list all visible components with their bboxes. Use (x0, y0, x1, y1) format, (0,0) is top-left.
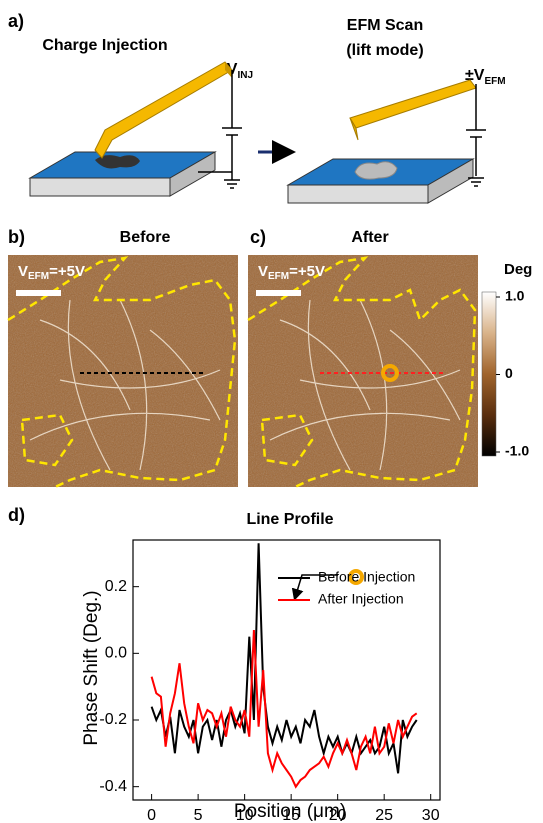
panel-label: a) (8, 11, 24, 31)
x-tick-label: 25 (375, 807, 393, 823)
y-tick-label: 0.2 (105, 578, 127, 595)
annotation-marker (348, 569, 364, 585)
voltage: V (258, 263, 268, 280)
x-tick-label: 5 (194, 807, 203, 823)
colorbar (481, 291, 497, 457)
colorbar-title: Deg (504, 261, 532, 278)
voltage-value: =+5V (289, 263, 325, 280)
voltage-sub: INJ (237, 70, 253, 81)
voltage-sub: EFM (268, 271, 289, 282)
voltage-sub: EFM (28, 271, 49, 282)
x-tick-label: 0 (147, 807, 156, 823)
voltage-value: =+5V (49, 263, 85, 280)
panel-label: c) (250, 227, 266, 247)
y-tick-label: -0.4 (99, 778, 127, 795)
x-tick-label: 10 (236, 807, 254, 823)
left-sample (28, 61, 242, 197)
right-sample (286, 79, 486, 204)
y-tick-label: 0.0 (105, 645, 127, 662)
x-tick-label: 15 (282, 807, 300, 823)
x-axis-label: Position (μm) (234, 801, 346, 822)
legend-label: Before Injection (318, 569, 415, 585)
legend-label: After Injection (318, 591, 404, 607)
panel-title: Before (120, 229, 171, 246)
y-axis-label: Phase Shift (Deg.) (81, 590, 102, 745)
panel-title: (lift mode) (346, 42, 423, 59)
data-line (150, 629, 418, 789)
panel-label: d) (8, 505, 25, 525)
plot-frame (132, 539, 441, 801)
afm-image-before (7, 255, 238, 489)
chart-title: Line Profile (246, 511, 333, 528)
panel-title: EFM Scan (347, 17, 423, 34)
x-tick-label: 30 (422, 807, 440, 823)
colorbar-tick-label: -1.0 (505, 443, 529, 459)
voltage-label: VEFM=+5V (258, 263, 325, 282)
voltage: V (18, 263, 28, 280)
y-tick-label: -0.2 (99, 711, 127, 728)
panel-label: b) (8, 227, 25, 247)
panel-title: After (351, 229, 388, 246)
voltage-label: VEFM=+5V (18, 263, 85, 282)
annotation-arrow (291, 574, 338, 601)
x-tick-label: 20 (329, 807, 347, 823)
panel-title: Charge Injection (42, 37, 167, 54)
data-line (150, 543, 418, 774)
afm-image-after (247, 255, 478, 489)
colorbar-tick-label: 0 (505, 365, 513, 381)
voltage-sub: EFM (484, 76, 505, 87)
colorbar-tick-label: 1.0 (505, 288, 525, 304)
